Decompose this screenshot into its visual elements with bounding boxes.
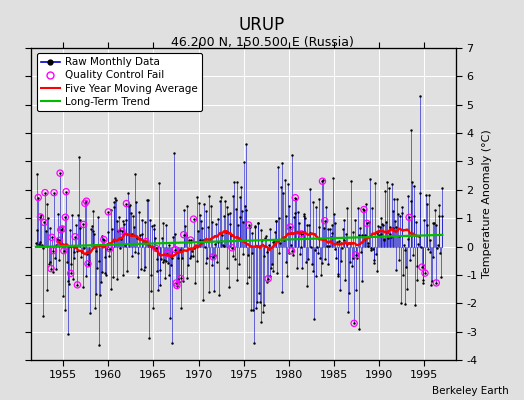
Point	[189, 216, 198, 222]
Point	[142, 238, 150, 245]
Point	[286, 224, 294, 230]
Point	[47, 265, 55, 272]
Point	[321, 218, 329, 224]
Point	[318, 178, 326, 184]
Point	[48, 234, 56, 240]
Point	[57, 227, 65, 233]
Point	[405, 214, 413, 220]
Y-axis label: Temperature Anomaly (°C): Temperature Anomaly (°C)	[482, 130, 492, 278]
Text: Berkeley Earth: Berkeley Earth	[432, 386, 508, 396]
Point	[173, 282, 181, 289]
Text: URUP: URUP	[239, 16, 285, 34]
Point	[34, 194, 42, 201]
Point	[172, 280, 180, 286]
Point	[61, 214, 70, 220]
Point	[244, 222, 253, 228]
Point	[291, 194, 300, 201]
Legend: Raw Monthly Data, Quality Control Fail, Five Year Moving Average, Long-Term Tren: Raw Monthly Data, Quality Control Fail, …	[37, 53, 202, 111]
Point	[79, 221, 88, 228]
Point	[432, 280, 441, 286]
Point	[71, 234, 79, 240]
Point	[177, 275, 185, 282]
Point	[100, 236, 108, 243]
Point	[421, 270, 429, 276]
Point	[122, 200, 130, 207]
Point	[60, 248, 68, 254]
Point	[171, 246, 180, 253]
Point	[84, 260, 92, 267]
Point	[73, 282, 82, 288]
Point	[180, 232, 188, 238]
Point	[209, 254, 217, 260]
Point	[104, 209, 113, 215]
Point	[297, 231, 305, 237]
Point	[118, 228, 126, 234]
Point	[228, 244, 236, 251]
Point	[55, 237, 63, 244]
Point	[287, 248, 296, 254]
Point	[41, 190, 49, 196]
Point	[386, 230, 395, 237]
Point	[363, 220, 371, 227]
Point	[350, 320, 358, 326]
Point	[360, 206, 368, 213]
Point	[49, 248, 58, 254]
Point	[163, 250, 171, 257]
Point	[62, 188, 70, 195]
Point	[67, 270, 75, 277]
Point	[352, 252, 360, 258]
Point	[187, 237, 195, 243]
Point	[106, 246, 114, 252]
Point	[264, 276, 272, 282]
Point	[40, 219, 48, 226]
Point	[82, 198, 91, 204]
Point	[151, 245, 160, 252]
Point	[36, 214, 45, 220]
Text: 46.200 N, 150.500 E (Russia): 46.200 N, 150.500 E (Russia)	[171, 36, 353, 49]
Point	[418, 264, 426, 270]
Point	[50, 190, 58, 196]
Point	[58, 226, 67, 232]
Point	[56, 170, 64, 176]
Point	[81, 200, 89, 206]
